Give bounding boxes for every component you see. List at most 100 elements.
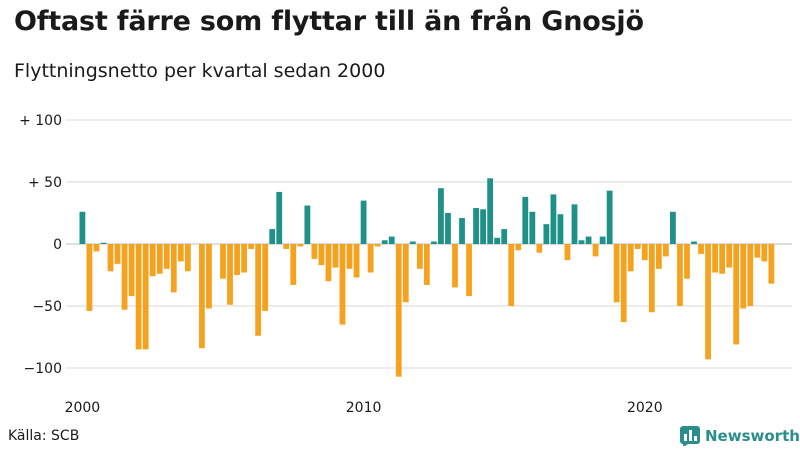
bar [473, 208, 479, 244]
bar [599, 236, 606, 244]
bar [269, 229, 276, 244]
bar [740, 244, 747, 309]
bar [431, 241, 437, 244]
bar [262, 244, 269, 311]
bar [768, 244, 775, 284]
bar [227, 244, 233, 305]
bar [641, 244, 648, 261]
bar [606, 190, 613, 244]
bar [374, 244, 381, 247]
bar [177, 244, 184, 262]
bar [107, 244, 114, 272]
bar [325, 244, 332, 282]
y-tick-label: −50 [32, 299, 62, 315]
bar [522, 196, 529, 244]
bar [79, 211, 86, 244]
bar [339, 244, 346, 325]
bar [571, 204, 578, 244]
bar [402, 244, 409, 303]
bar [283, 244, 290, 249]
bar [494, 237, 501, 244]
bar [761, 244, 768, 262]
bar [466, 244, 472, 297]
y-tick-label: 0 [53, 237, 62, 253]
bar [613, 244, 620, 303]
bar [220, 244, 226, 279]
x-tick-label: 2020 [627, 400, 663, 416]
bar [677, 244, 683, 306]
bar [648, 244, 655, 313]
bar [86, 244, 93, 311]
bar [360, 200, 367, 244]
newsworthy-logo-icon [680, 426, 700, 446]
bar [121, 244, 128, 310]
chart-title: Oftast färre som flyttar till än från Gn… [14, 6, 644, 37]
bar [536, 244, 543, 253]
bar [135, 244, 142, 350]
bar [564, 244, 571, 261]
bar [698, 244, 704, 254]
bar [712, 244, 718, 273]
bar [529, 211, 536, 244]
bar-chart: + 100 + 50 0 −50 −100 2000 2010 2020 [19, 113, 792, 416]
bar [754, 244, 761, 258]
bar [557, 214, 564, 244]
bar [241, 244, 247, 273]
bar [452, 244, 458, 288]
bar [381, 240, 388, 244]
bar [620, 244, 627, 323]
bar [297, 244, 304, 247]
bar [332, 244, 339, 268]
brand-logo[interactable]: Newsworthy [680, 426, 800, 446]
bar [395, 244, 402, 377]
bar [206, 244, 212, 309]
bar [733, 244, 740, 345]
bar [416, 244, 423, 269]
y-tick-label: −100 [24, 361, 62, 377]
bar [311, 244, 318, 259]
bar [100, 242, 107, 244]
bar [128, 244, 135, 297]
bar [691, 241, 697, 244]
bar [670, 211, 676, 244]
bar [578, 240, 585, 244]
y-tick-label: + 50 [28, 175, 62, 191]
bar [515, 244, 522, 251]
bar [438, 188, 444, 244]
bar [634, 244, 641, 249]
bar [445, 213, 451, 244]
source-note: Källa: SCB [8, 428, 80, 444]
bar [156, 244, 163, 274]
bar [662, 244, 669, 257]
bar [508, 244, 515, 306]
bar [234, 244, 240, 275]
bar [170, 244, 177, 293]
y-tick-label: + 100 [19, 113, 62, 129]
bar [550, 194, 557, 244]
bar [276, 191, 283, 244]
bar [423, 244, 430, 285]
bar [719, 244, 726, 274]
bar [705, 244, 711, 360]
bar [627, 244, 634, 272]
bar [255, 244, 262, 336]
bar [726, 244, 733, 268]
x-tick-label: 2000 [65, 400, 101, 416]
bar [248, 244, 255, 249]
bar [409, 241, 416, 244]
bar [93, 244, 100, 252]
bar [114, 244, 121, 264]
bar [142, 244, 149, 350]
bar [184, 244, 191, 272]
bar [149, 244, 156, 277]
bar [501, 229, 508, 244]
bar [388, 236, 395, 244]
bar [353, 244, 360, 278]
bar [367, 244, 374, 273]
bar [684, 244, 690, 279]
bar [304, 205, 311, 244]
bar [480, 209, 487, 244]
bar [592, 244, 599, 257]
bar [655, 244, 662, 269]
bar [199, 244, 205, 349]
